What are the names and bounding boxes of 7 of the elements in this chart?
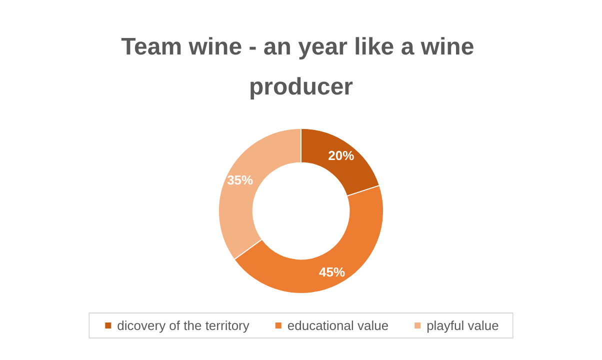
legend-label: educational value	[287, 318, 389, 333]
chart-title: Team wine - an year like a wine producer	[121, 34, 481, 100]
data-label: 45%	[319, 264, 346, 280]
data-label: 35%	[227, 172, 254, 188]
data-label: 20%	[328, 148, 355, 164]
legend-label: playful value	[426, 318, 499, 333]
legend-label: dicovery of the territory	[117, 318, 250, 333]
